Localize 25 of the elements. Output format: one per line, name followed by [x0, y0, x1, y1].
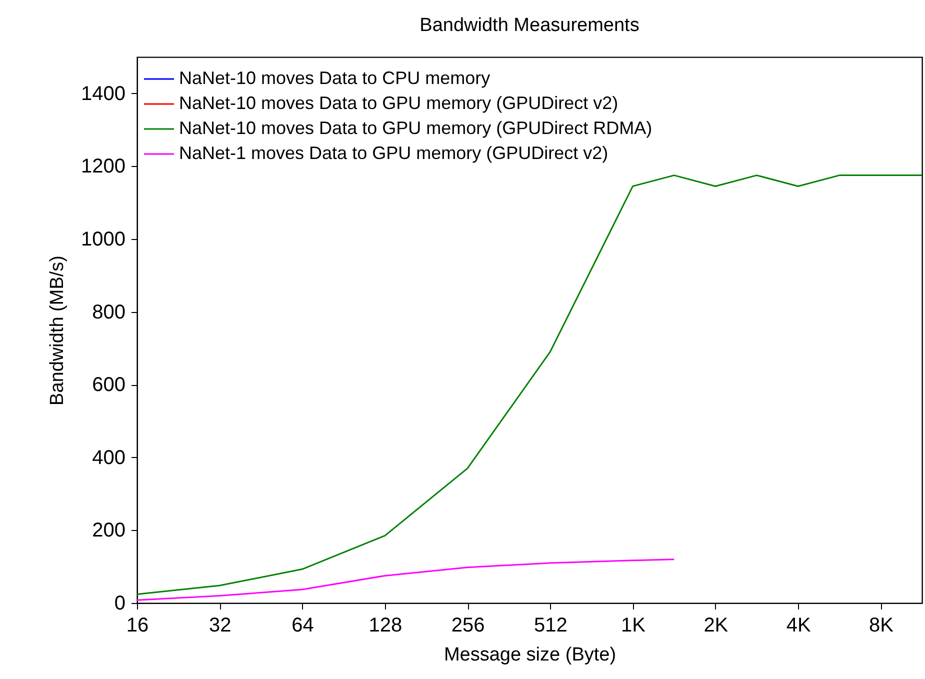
x-axis-title: Message size (Byte) [444, 644, 616, 666]
x-tick-label: 32 [209, 614, 232, 636]
legend-label: NaNet-1 moves Data to GPU memory (GPUDirect v2) [179, 143, 608, 163]
x-tick-label: 16 [126, 614, 149, 636]
x-tick-label: 1K [621, 614, 646, 636]
x-tick-label: 64 [292, 614, 314, 636]
y-axis-title: Bandwidth (MB/s) [47, 256, 68, 406]
y-tick-label: 0 [114, 592, 126, 614]
legend-label: NaNet-10 moves Data to CPU memory [179, 68, 490, 88]
legend-label: NaNet-10 moves Data to GPU memory (GPUDirect RDMA) [179, 118, 652, 138]
y-tick-label: 1000 [81, 228, 126, 250]
x-tick-label: 8K [868, 614, 894, 636]
x-tick-label: 4K [786, 614, 812, 636]
y-tick-label: 200 [92, 520, 126, 542]
legend-label: NaNet-10 moves Data to GPU memory (GPUDirect v2) [179, 93, 618, 113]
y-tick-label: 400 [92, 446, 126, 469]
y-tick-label: 800 [92, 301, 126, 324]
y-tick-label: 1200 [81, 156, 126, 178]
x-tick-label: 256 [451, 614, 485, 636]
x-tick-label: 2K [704, 614, 729, 636]
x-tick-label: 512 [534, 614, 568, 636]
y-tick-label: 600 [92, 374, 126, 396]
y-tick-label: 1400 [81, 82, 126, 105]
chart-title: Bandwidth Measurements [420, 15, 640, 36]
x-tick-label: 128 [368, 614, 402, 636]
